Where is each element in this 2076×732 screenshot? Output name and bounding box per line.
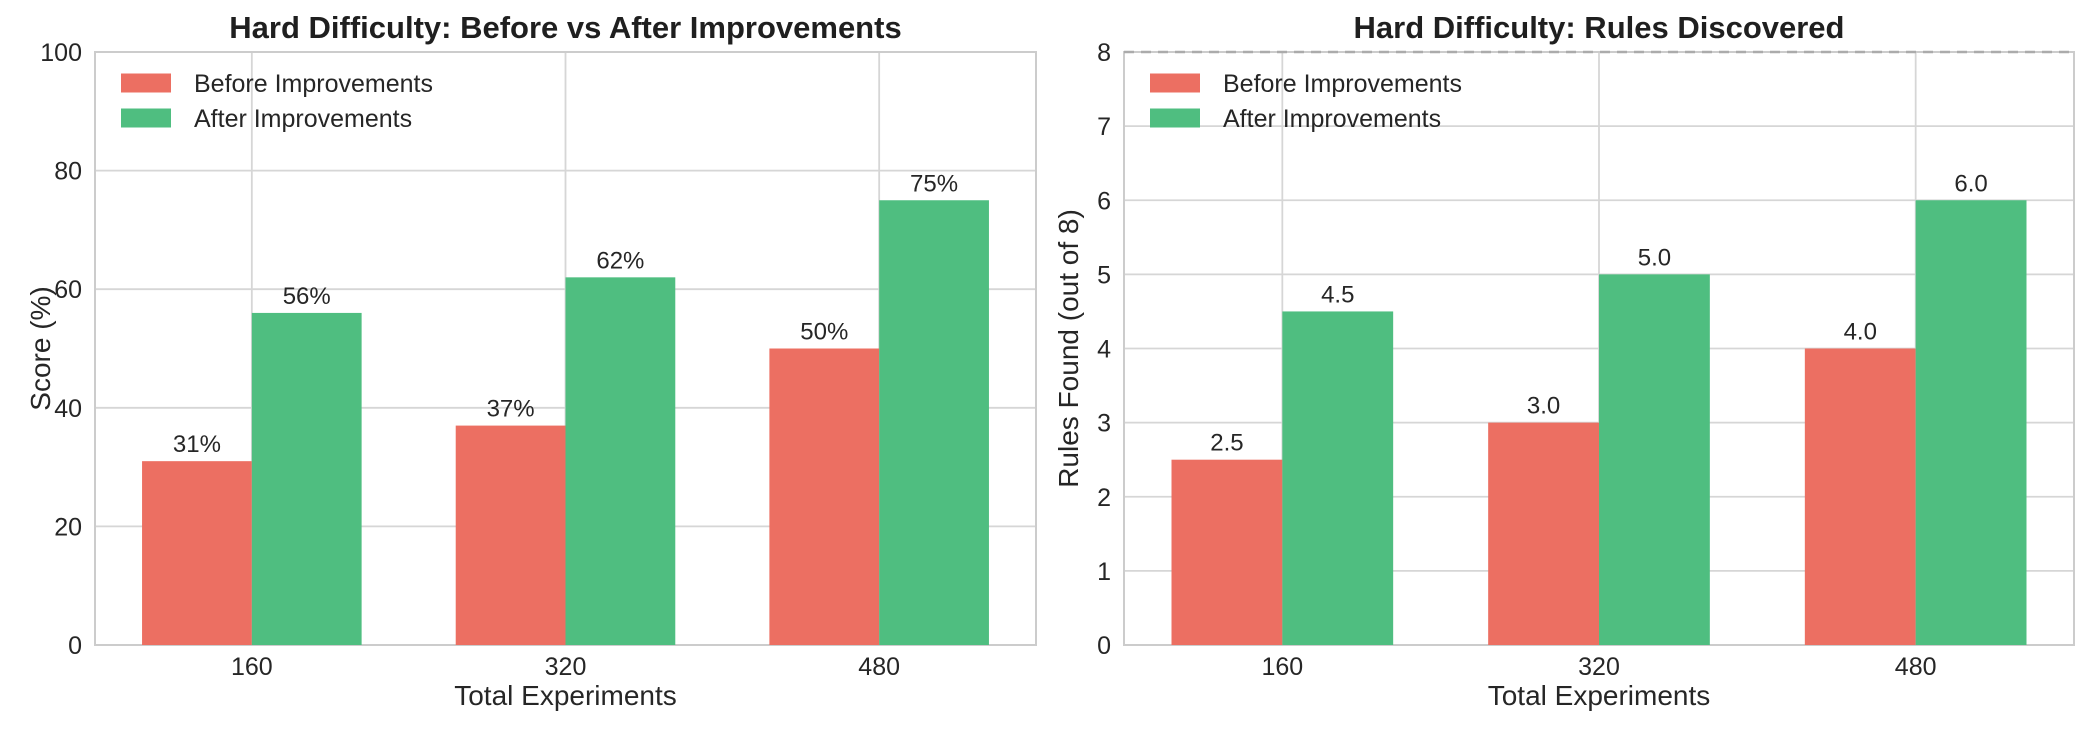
- legend-label: After Improvements: [1223, 105, 1441, 133]
- bar-value-label: 4.5: [1321, 281, 1354, 308]
- bar-before: [1171, 459, 1283, 645]
- legend-label: Before Improvements: [194, 70, 433, 98]
- legend-swatch-after: [1150, 108, 1200, 128]
- x-tick-label: 320: [545, 653, 587, 681]
- y-tick-label: 60: [54, 276, 82, 304]
- bar-before: [1488, 422, 1599, 645]
- bar-after: [1915, 200, 2027, 645]
- x-tick-label: 480: [858, 653, 900, 681]
- bar-value-label: 5.0: [1638, 244, 1671, 271]
- y-tick-label: 40: [54, 395, 82, 423]
- bar-value-label: 2.5: [1210, 430, 1243, 457]
- y-tick-label: 6: [1097, 187, 1111, 215]
- x-tick-label: 160: [1261, 653, 1303, 681]
- y-tick-label: 2: [1097, 484, 1111, 512]
- y-tick-label: 100: [40, 39, 82, 67]
- bar-value-label: 6.0: [1954, 170, 1987, 197]
- x-tick-label: 160: [231, 653, 273, 681]
- bar-value-label: 31%: [173, 431, 221, 458]
- bar-after: [1282, 311, 1394, 645]
- bar-before: [769, 348, 880, 645]
- bar-value-label: 62%: [596, 247, 644, 274]
- bar-before: [455, 425, 566, 645]
- x-tick-label: 480: [1895, 653, 1937, 681]
- x-axis-label: Total Experiments: [1488, 680, 1711, 711]
- y-tick-label: 3: [1097, 410, 1111, 438]
- bar-value-label: 37%: [487, 396, 535, 423]
- chart-panel-scores: 31% 37% 50% 56% 62% 75% 0 20 40 60 80 100 160 320 480 T…: [0, 0, 1038, 727]
- legend-swatch-before: [1150, 73, 1200, 93]
- x-axis-label: Total Experiments: [454, 680, 677, 711]
- y-tick-label: 0: [68, 632, 82, 660]
- legend-swatch-before: [121, 73, 171, 93]
- bar-value-label: 50%: [800, 319, 848, 346]
- y-axis-label: Rules Found (out of 8): [1053, 209, 1084, 488]
- y-tick-label: 7: [1097, 113, 1111, 141]
- bar-after: [251, 312, 362, 645]
- bar-after: [565, 277, 676, 645]
- y-tick-label: 4: [1097, 336, 1111, 364]
- bar-chart-svg: 2.5 3.0 4.0 4.5 5.0 6.0 0 1 2 3 4 5 6 7 8 160 320 480 Tota…: [1053, 10, 2075, 711]
- bar-value-label: 56%: [283, 283, 331, 310]
- bar-after: [879, 200, 989, 645]
- legend-label: Before Improvements: [1223, 70, 1462, 98]
- legend-label: After Improvements: [194, 105, 412, 133]
- bar-value-label: 4.0: [1844, 319, 1877, 346]
- chart-title: Hard Difficulty: Rules Discovered: [1354, 10, 1845, 45]
- legend-swatch-after: [121, 108, 171, 128]
- y-tick-label: 1: [1097, 558, 1111, 586]
- x-tick-label: 320: [1578, 653, 1620, 681]
- chart-title: Hard Difficulty: Before vs After Improve…: [229, 10, 901, 45]
- bar-before: [1804, 348, 1916, 645]
- chart-panel-rules: 2.5 3.0 4.0 4.5 5.0 6.0 0 1 2 3 4 5 6 7 8 160 320 480 Tota…: [1038, 0, 2076, 727]
- y-axis-label: Score (%): [25, 286, 56, 410]
- y-tick-label: 20: [54, 513, 82, 541]
- y-tick-label: 80: [54, 158, 82, 186]
- bar-chart-svg: 31% 37% 50% 56% 62% 75% 0 20 40 60 80 100 160 320 480 T…: [25, 10, 1037, 711]
- bar-value-label: 3.0: [1527, 393, 1560, 420]
- y-tick-label: 0: [1097, 632, 1111, 660]
- bar-after: [1599, 274, 1710, 645]
- y-tick-label: 8: [1097, 39, 1111, 67]
- bar-before: [142, 461, 252, 645]
- bar-value-label: 75%: [910, 170, 958, 197]
- y-tick-label: 5: [1097, 261, 1111, 289]
